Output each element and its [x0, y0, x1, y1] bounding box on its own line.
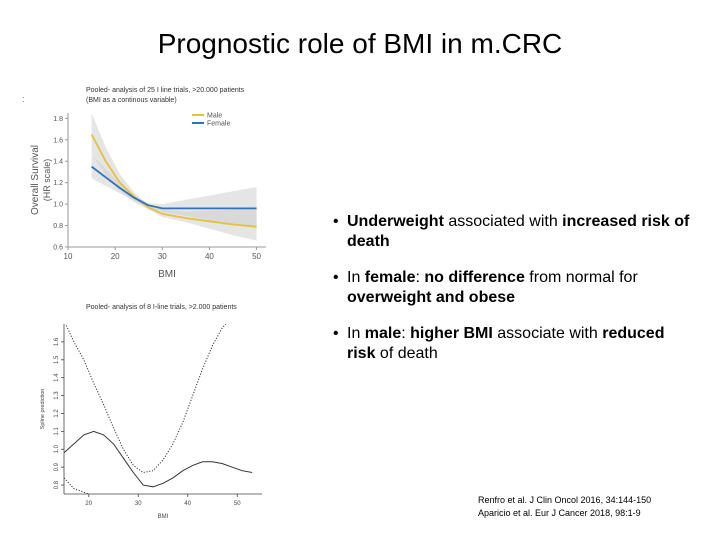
spline-line-estimate: [64, 430, 253, 488]
reference-1: Renfro et al. J Clin Oncol 2016, 34:144-…: [478, 495, 652, 505]
finding-text: Underweight associated with increased ri…: [347, 213, 689, 250]
legend-label-female: Female: [207, 121, 230, 128]
finding-run: associate with: [492, 325, 603, 342]
bottom-spline-chart: 0.8 0.9 1.0 1.1 1.2 1.3 1.4 1.5 1.6 20 30 40 50 BMI Sp…: [40, 324, 262, 520]
bottom-chart-caption: Pooled- analysis of 8 I-line trials, >2.…: [86, 304, 237, 311]
y-tick-label: 0.9: [54, 462, 60, 471]
bullet-dot: •: [333, 213, 339, 230]
x-tick-label: 10: [64, 252, 73, 261]
finding-emphasis: Underweight: [347, 213, 444, 230]
x-tick-label: 30: [158, 252, 167, 261]
finding-emphasis: overweight and obese: [347, 289, 516, 306]
stray-mark: :: [22, 94, 25, 104]
y-tick-label: 1.6: [54, 337, 60, 346]
y-tick-label: 1.8: [53, 116, 63, 123]
y-tick-label: 0.6: [53, 245, 63, 252]
x-axis-label: BMI: [158, 269, 176, 280]
finding-run: associated with: [443, 213, 563, 230]
y-tick-label: 1.0: [53, 202, 63, 209]
finding-run: In: [347, 325, 365, 342]
x-tick-label: 50: [234, 501, 241, 507]
finding-emphasis: increased risk of death: [347, 213, 690, 250]
reference-2: Aparicio et al. Eur J Cancer 2018, 98:1-…: [478, 508, 641, 518]
finding-emphasis: male: [364, 325, 402, 342]
x-tick-label: 40: [205, 252, 214, 261]
finding-emphasis: reduced risk: [347, 325, 665, 362]
finding-text: In female: no difference from normal for…: [347, 269, 638, 306]
references: Renfro et al. J Clin Oncol 2016, 34:144-…: [478, 494, 651, 520]
series-line-female: [91, 165, 257, 210]
y-tick-label: 1.5: [54, 355, 60, 364]
finding-run: of death: [375, 345, 438, 362]
y-tick-label: 1.0: [54, 444, 60, 453]
finding-run: from normal for: [524, 269, 638, 286]
finding-text: In male: higher BMI associate with reduc…: [347, 325, 664, 362]
y-tick-label: 1.2: [54, 409, 60, 418]
y-tick-label: 0.8: [54, 480, 60, 489]
series-line-male: [90, 133, 257, 228]
spline-line-lower: [64, 477, 91, 494]
x-tick-label: 20: [111, 252, 120, 261]
y-axis-label: Spline prediction: [40, 389, 46, 430]
finding-emphasis: higher BMI: [410, 325, 493, 342]
x-tick-label: 30: [135, 501, 142, 507]
y-axis-label: Overall Survival: [30, 145, 41, 215]
legend-label-male: Male: [207, 113, 222, 120]
key-findings-list: • Underweight associated with increased r…: [333, 212, 693, 380]
top-caption-line-2: (BMI as a continous variable): [86, 97, 177, 104]
spline-line-upper: [65, 324, 227, 474]
y-tick-label: 1.4: [54, 373, 60, 382]
finding-underweight: • Underweight associated with increased r…: [333, 212, 693, 252]
finding-female: • In female: no difference from normal fo…: [333, 268, 693, 308]
bullet-dot: •: [333, 325, 339, 342]
confidence-band-female: [91, 154, 257, 229]
top-survival-chart: 0.6 0.8 1.0 1.2 1.4 1.6 1.8 10 20 30 40 50 BMI Overal…: [30, 113, 266, 280]
top-chart-caption: Pooled- analysis of 25 I line trials, >2…: [86, 86, 244, 106]
x-tick-label: 40: [184, 501, 191, 507]
x-tick-label: 20: [85, 501, 92, 507]
top-caption-line-1: Pooled- analysis of 25 I line trials, >2…: [86, 87, 245, 94]
finding-emphasis: no difference: [424, 269, 525, 286]
slide-title: Prognostic role of BMI in m.CRC: [157, 28, 563, 59]
finding-run: In: [347, 269, 365, 286]
x-tick-label: 50: [252, 252, 261, 261]
y-tick-label: 1.4: [53, 159, 63, 166]
y-tick-label: 1.3: [54, 391, 60, 400]
finding-run: :: [415, 269, 425, 286]
y-tick-label: 1.2: [53, 180, 63, 187]
y-tick-label: 1.6: [53, 137, 63, 144]
bullet-dot: •: [333, 269, 339, 286]
y-axis-label-sub: (HR scale): [42, 159, 52, 202]
y-tick-label: 0.8: [53, 223, 63, 230]
finding-emphasis: female: [364, 269, 416, 286]
finding-male: • In male: higher BMI associate with redu…: [333, 324, 693, 364]
finding-run: :: [401, 325, 411, 342]
y-tick-label: 1.1: [54, 427, 60, 436]
x-axis-label: BMI: [158, 514, 169, 520]
